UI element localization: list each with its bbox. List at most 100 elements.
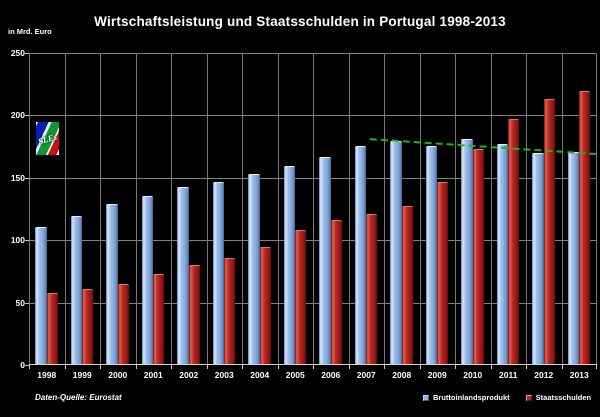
x-axis-label: 1999 [72, 370, 92, 380]
bar-bruttoinlandsprodukt-2010 [461, 139, 473, 364]
x-axis-label: 2011 [499, 370, 518, 380]
y-axis-label: 200 [10, 110, 25, 121]
bar-bruttoinlandsprodukt-2005 [283, 165, 295, 364]
legend-label: Staatsschulden [535, 393, 592, 402]
x-axis-label: 2004 [250, 370, 270, 380]
y-axis-tick [25, 240, 29, 242]
bar-staatsschulden-2001 [153, 274, 164, 364]
y-axis-tick [25, 365, 29, 366]
x-axis-tick [135, 365, 137, 369]
vertical-gridline [100, 53, 101, 365]
sles-logo: SLEs [36, 122, 59, 155]
vertical-gridline [596, 53, 597, 365]
legend-item: Staatsschulden [525, 393, 592, 402]
bar-staatsschulden-2006 [330, 220, 342, 364]
bar-staatsschulden-2004 [259, 246, 271, 364]
bar-staatsschulden-2013 [579, 90, 590, 364]
bar-bruttoinlandsprodukt-2007 [354, 145, 366, 364]
trendline [369, 138, 598, 156]
bar-staatsschulden-2002 [188, 265, 200, 364]
x-axis-tick [29, 365, 30, 369]
plot-area [25, 53, 598, 369]
x-axis-label: 2002 [179, 370, 199, 380]
bar-staatsschulden-2012 [543, 99, 555, 364]
y-axis-label: 250 [10, 48, 25, 58]
bar-staatsschulden-2003 [224, 257, 235, 364]
vertical-gridline [313, 53, 314, 365]
vertical-gridline [135, 53, 137, 365]
x-axis-tick [348, 365, 350, 369]
x-axis-label: 2001 [143, 370, 163, 380]
x-axis-label: 2005 [285, 370, 305, 380]
y-axis-tick [25, 115, 29, 117]
vertical-gridline [490, 53, 492, 365]
bar-bruttoinlandsprodukt-2009 [425, 145, 437, 364]
x-axis-label: 2000 [108, 370, 128, 380]
bar-staatsschulden-2009 [437, 181, 448, 364]
bar-staatsschulden-2008 [401, 205, 413, 364]
vertical-gridline [277, 53, 279, 365]
vertical-gridline [171, 53, 172, 365]
x-axis-label: 2008 [392, 370, 412, 380]
x-axis-tick [384, 365, 385, 369]
bar-staatsschulden-2007 [366, 214, 377, 364]
bar-bruttoinlandsprodukt-2012 [532, 153, 544, 364]
x-axis-tick [490, 365, 492, 369]
x-axis-label: 2012 [534, 370, 554, 380]
vertical-gridline [419, 53, 421, 365]
vertical-gridline [29, 53, 30, 365]
x-axis-tick [100, 365, 101, 369]
chart-title: Wirtschaftsleistung und Staatsschulden i… [94, 14, 506, 29]
sles-logo-text: SLEs [37, 131, 58, 146]
x-axis-tick [313, 365, 314, 369]
y-axis-label: 100 [10, 235, 25, 246]
bar-bruttoinlandsprodukt-2003 [212, 181, 224, 364]
y-axis-tick [25, 53, 29, 54]
vertical-gridline [242, 53, 243, 365]
vertical-gridline [348, 53, 350, 365]
legend: Bruttoinlandsprodukt Staatsschulden [423, 393, 591, 402]
bar-staatsschulden-2005 [295, 230, 306, 364]
x-axis-tick [171, 365, 172, 369]
y-axis-label: 50 [15, 297, 25, 308]
bar-staatsschulden-2011 [508, 119, 519, 364]
vertical-gridline [455, 53, 456, 365]
y-axis-label: 0 [20, 360, 25, 370]
x-axis-line [29, 364, 597, 365]
bar-bruttoinlandsprodukt-2011 [496, 144, 508, 364]
y-axis-label: 150 [10, 172, 25, 183]
y-axis-tick [25, 177, 29, 179]
x-axis-tick [64, 365, 66, 369]
y-axis-tick [25, 302, 29, 304]
x-axis-tick [277, 365, 279, 369]
x-axis-tick [455, 365, 456, 369]
x-axis-label: 2009 [427, 370, 447, 380]
x-axis-label: 2006 [321, 370, 341, 380]
x-axis-tick [561, 365, 563, 369]
bar-bruttoinlandsprodukt-2004 [248, 174, 260, 364]
y-axis-unit-label: in Mrd. Euro [8, 27, 52, 36]
bar-staatsschulden-2000 [117, 284, 129, 364]
bar-bruttoinlandsprodukt-2001 [141, 195, 153, 364]
x-axis-tick [419, 365, 421, 369]
x-axis-tick [242, 365, 243, 369]
bar-bruttoinlandsprodukt-2006 [319, 156, 331, 364]
legend-swatch [525, 394, 532, 401]
data-source-label: Daten-Quelle: Eurostat [35, 393, 122, 402]
x-axis-label: 1998 [37, 370, 57, 380]
x-axis-label: 2013 [569, 370, 589, 380]
bar-staatsschulden-1998 [46, 292, 58, 364]
bar-bruttoinlandsprodukt-2000 [106, 204, 118, 364]
x-axis-label: 2007 [356, 370, 376, 380]
x-axis-tick [526, 365, 527, 369]
vertical-gridline [384, 53, 385, 365]
vertical-gridline [206, 53, 208, 365]
legend-label: Bruttoinlandsprodukt [433, 393, 510, 402]
x-axis-tick [596, 365, 597, 369]
x-axis-tick [206, 365, 208, 369]
bar-bruttoinlandsprodukt-2002 [177, 186, 189, 364]
legend-swatch [423, 394, 429, 401]
x-axis-label: 2010 [463, 370, 483, 380]
vertical-gridline [64, 53, 66, 365]
